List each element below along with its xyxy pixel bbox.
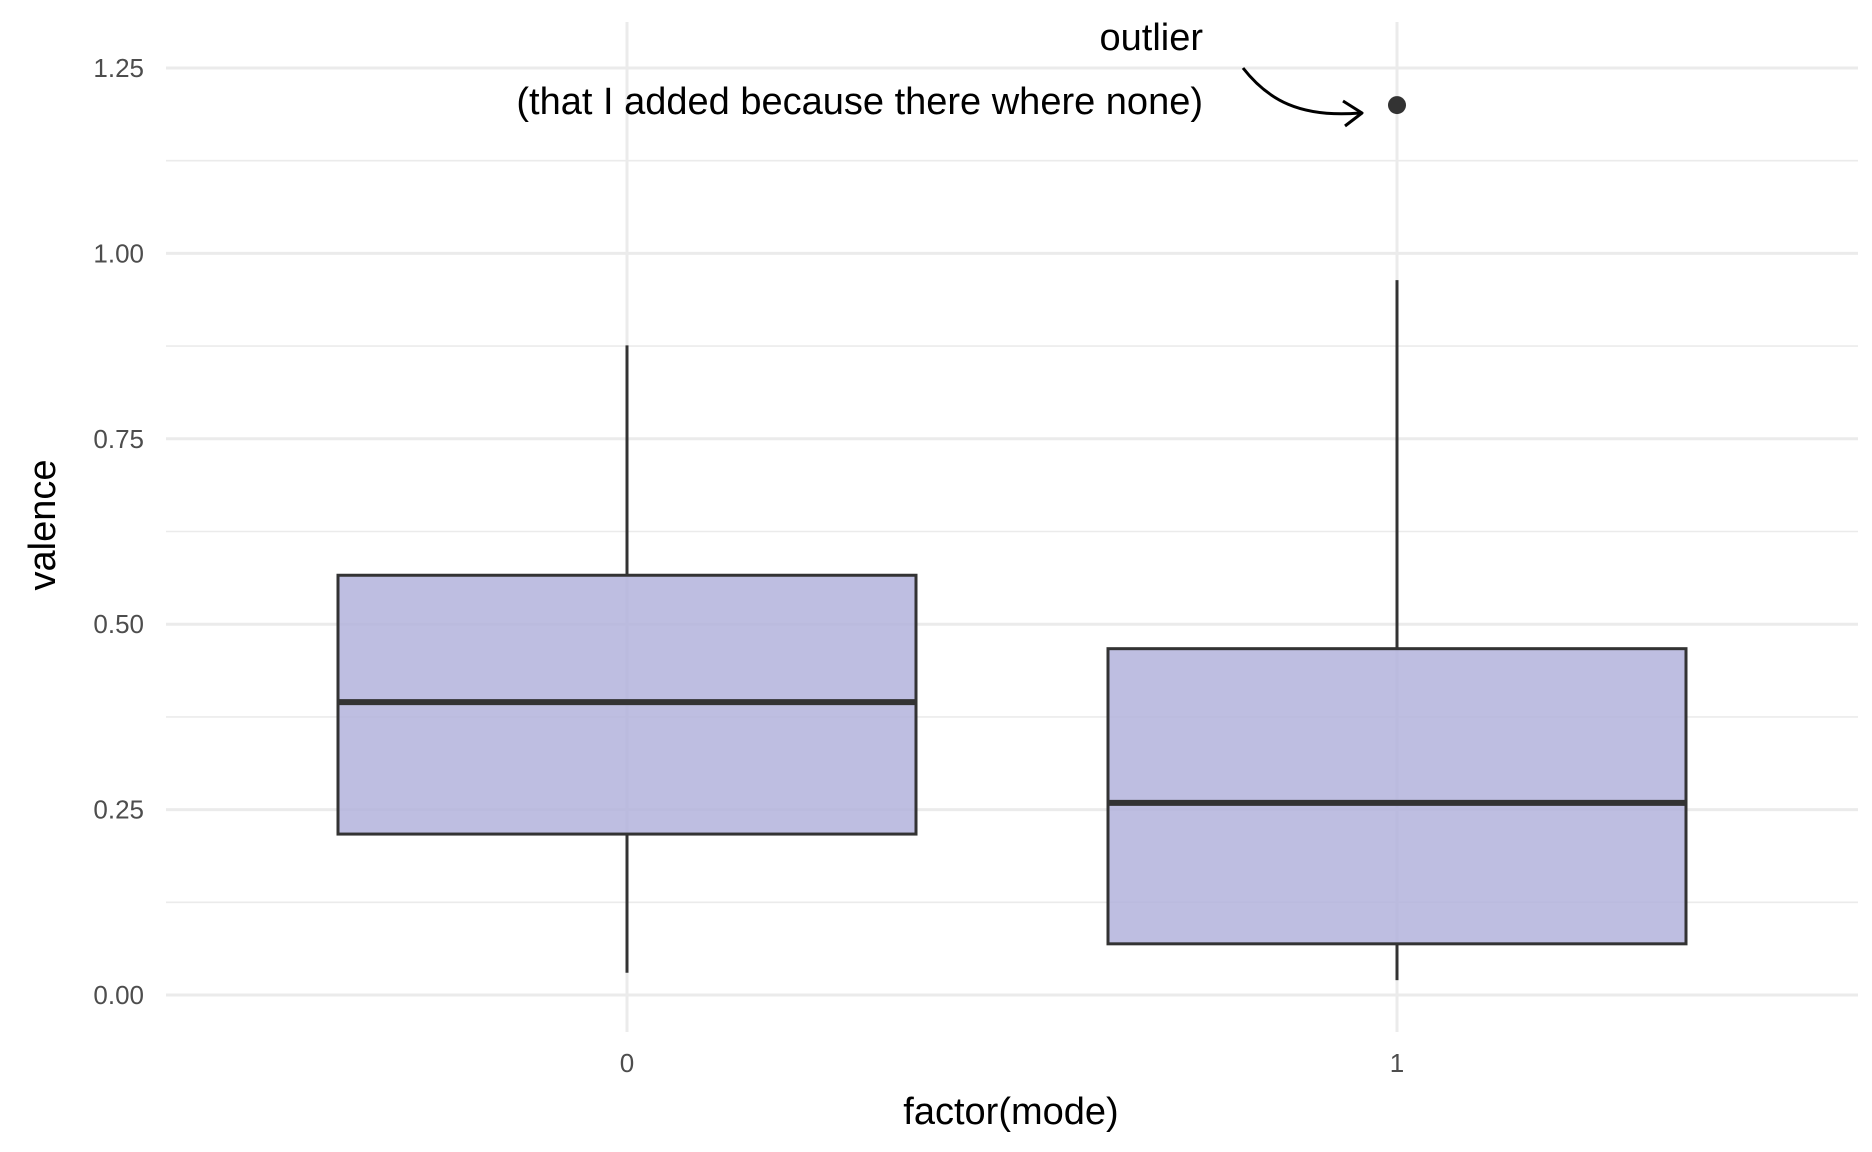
iqr-box xyxy=(1106,647,1688,946)
outlier-annotation: outlier (that I added because there wher… xyxy=(516,17,1364,128)
annotation-line-2: (that I added because there where none) xyxy=(516,81,1203,123)
box-group xyxy=(336,345,918,973)
boxes xyxy=(336,96,1688,981)
y-tick-label: 0.75 xyxy=(93,424,144,454)
x-tick-label: 1 xyxy=(1390,1048,1404,1078)
box-group xyxy=(1106,96,1688,981)
y-tick-label: 1.25 xyxy=(93,53,144,83)
annotation-line-1: outlier xyxy=(1100,17,1204,59)
y-tick-label: 1.00 xyxy=(93,238,144,268)
y-tick-label: 0.50 xyxy=(93,609,144,639)
y-axis-title: valence xyxy=(22,460,64,591)
y-axis-ticks: 0.00 0.25 0.50 0.75 1.00 1.25 xyxy=(93,53,144,1010)
y-tick-label: 0.25 xyxy=(93,795,144,825)
x-axis-title: factor(mode) xyxy=(903,1091,1118,1133)
x-tick-label: 0 xyxy=(620,1048,634,1078)
annotation-arrow-head xyxy=(1342,99,1364,128)
annotation-arrow xyxy=(1241,67,1361,116)
y-tick-label: 0.00 xyxy=(93,980,144,1010)
outlier-point xyxy=(1388,96,1406,115)
